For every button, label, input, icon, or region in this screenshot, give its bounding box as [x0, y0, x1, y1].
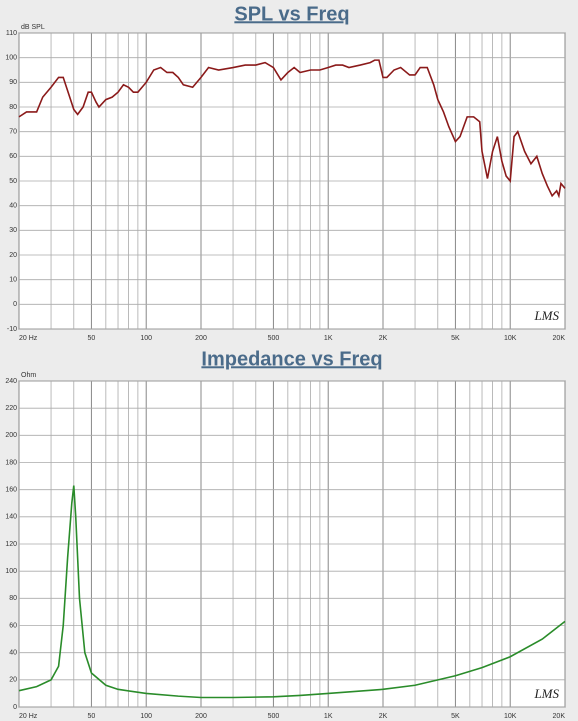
chart-title: SPL vs Freq	[234, 3, 349, 25]
y-tick-label: 180	[5, 459, 17, 466]
y-axis-label: dB SPL	[21, 24, 45, 31]
y-tick-label: 100	[5, 568, 17, 575]
x-tick-label: 10K	[504, 335, 517, 342]
y-tick-label: 80	[9, 104, 17, 111]
y-tick-label: 160	[5, 487, 17, 494]
y-tick-label: 60	[9, 622, 17, 629]
y-tick-label: 140	[5, 514, 17, 521]
watermark: LMS	[533, 308, 559, 323]
y-tick-label: 200	[5, 432, 17, 439]
data-line	[18, 59, 566, 199]
x-tick-label: 1K	[324, 335, 333, 342]
y-tick-label: 60	[9, 153, 17, 160]
y-tick-label: 40	[9, 203, 17, 210]
y-tick-label: 110	[6, 30, 17, 37]
y-tick-label: 90	[9, 79, 17, 86]
x-tick-label: 20K	[553, 335, 566, 342]
y-tick-label: 30	[9, 227, 17, 234]
x-tick-label: 20 Hz	[19, 335, 38, 342]
y-tick-label: 100	[5, 55, 17, 62]
x-tick-label: 100	[140, 713, 152, 720]
chart-title: Impedance vs Freq	[201, 348, 382, 370]
y-tick-label: 20	[9, 252, 17, 259]
x-tick-label: 2K	[379, 335, 388, 342]
y-tick-label: 220	[5, 405, 17, 412]
x-tick-label: 10K	[504, 713, 517, 720]
x-tick-label: 500	[268, 335, 280, 342]
y-tick-label: 10	[9, 277, 17, 284]
y-tick-label: 40	[9, 650, 17, 657]
x-tick-label: 200	[195, 335, 207, 342]
x-tick-label: 5K	[451, 713, 460, 720]
data-line	[18, 485, 566, 699]
y-axis-label: Ohm	[21, 372, 36, 379]
y-tick-label: 0	[13, 704, 17, 711]
y-tick-label: 240	[5, 378, 17, 385]
x-tick-label: 2K	[379, 713, 388, 720]
y-tick-label: 70	[9, 129, 17, 136]
y-tick-label: 0	[13, 301, 17, 308]
x-tick-label: 1K	[324, 713, 333, 720]
x-tick-label: 200	[195, 713, 207, 720]
x-tick-label: 100	[140, 335, 152, 342]
x-tick-label: 5K	[451, 335, 460, 342]
x-tick-label: 50	[88, 335, 96, 342]
y-tick-label: 50	[9, 178, 17, 185]
y-tick-label: 80	[9, 595, 17, 602]
x-tick-label: 20 Hz	[19, 713, 38, 720]
x-tick-label: 20K	[553, 713, 566, 720]
watermark: LMS	[533, 686, 559, 701]
x-tick-label: 50	[88, 713, 96, 720]
y-tick-label: 120	[5, 541, 17, 548]
y-tick-label: -10	[7, 326, 17, 333]
y-tick-label: 20	[9, 677, 17, 684]
x-tick-label: 500	[268, 713, 280, 720]
